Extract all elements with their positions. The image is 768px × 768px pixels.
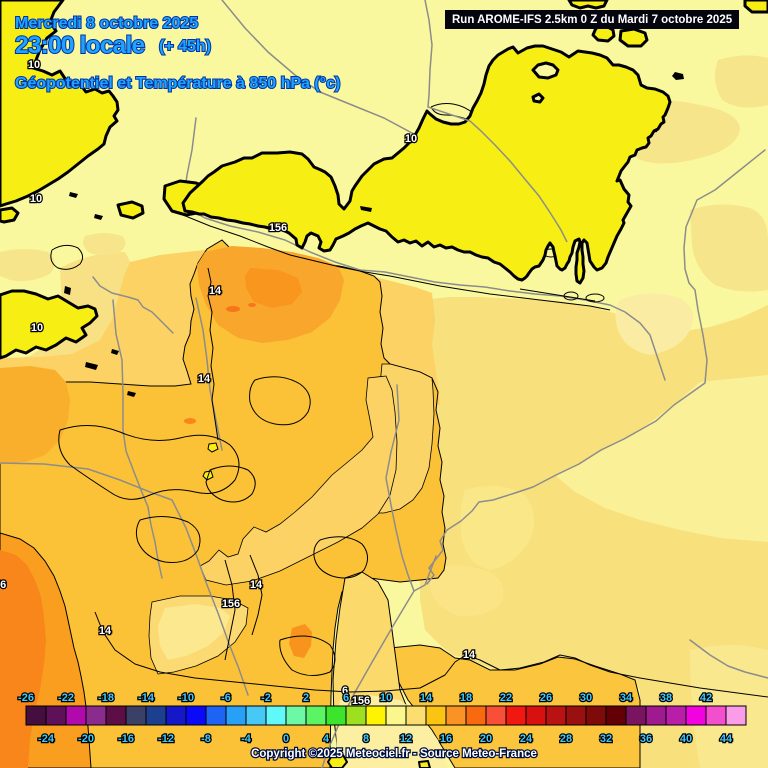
svg-text:14: 14 xyxy=(420,692,433,704)
svg-text:10: 10 xyxy=(30,193,42,205)
svg-text:6: 6 xyxy=(342,685,348,697)
svg-text:34: 34 xyxy=(620,692,633,704)
svg-text:(+ 45h): (+ 45h) xyxy=(159,38,211,55)
svg-text:-8: -8 xyxy=(201,733,211,745)
svg-text:14: 14 xyxy=(99,625,112,637)
svg-text:10: 10 xyxy=(405,133,417,145)
svg-text:-22: -22 xyxy=(58,692,74,704)
svg-text:14: 14 xyxy=(250,579,263,591)
svg-text:23:00 locale: 23:00 locale xyxy=(15,32,144,59)
svg-text:16: 16 xyxy=(440,733,452,745)
svg-text:44: 44 xyxy=(720,733,733,745)
svg-text:14: 14 xyxy=(198,373,211,385)
svg-text:42: 42 xyxy=(700,692,712,704)
svg-text:-2: -2 xyxy=(261,692,271,704)
svg-text:10: 10 xyxy=(28,59,40,71)
svg-text:28: 28 xyxy=(560,733,572,745)
svg-text:4: 4 xyxy=(323,733,330,745)
svg-text:14: 14 xyxy=(463,649,476,661)
svg-text:20: 20 xyxy=(480,733,492,745)
svg-text:32: 32 xyxy=(600,733,612,745)
svg-text:Géopotentiel et Température à: Géopotentiel et Température à 850 hPa (°… xyxy=(15,75,340,92)
svg-text:-14: -14 xyxy=(138,692,155,704)
svg-text:-6: -6 xyxy=(221,692,231,704)
svg-text:14: 14 xyxy=(209,285,222,297)
svg-text:-18: -18 xyxy=(98,692,114,704)
svg-text:0: 0 xyxy=(283,733,289,745)
svg-text:-24: -24 xyxy=(38,733,55,745)
svg-text:22: 22 xyxy=(500,692,512,704)
svg-text:12: 12 xyxy=(400,733,412,745)
svg-text:18: 18 xyxy=(460,692,472,704)
svg-text:38: 38 xyxy=(660,692,672,704)
svg-text:-26: -26 xyxy=(18,692,34,704)
svg-text:156: 156 xyxy=(269,222,287,234)
svg-text:Run AROME-IFS 2.5km 0 Z du Mar: Run AROME-IFS 2.5km 0 Z du Mardi 7 octob… xyxy=(452,14,733,26)
svg-text:6: 6 xyxy=(343,692,349,704)
svg-text:24: 24 xyxy=(520,733,533,745)
svg-text:Mercredi 8 octobre 2025: Mercredi 8 octobre 2025 xyxy=(15,15,198,32)
svg-text:10: 10 xyxy=(380,692,392,704)
svg-text:2: 2 xyxy=(303,692,309,704)
svg-text:-16: -16 xyxy=(118,733,134,745)
svg-text:-4: -4 xyxy=(241,733,252,745)
svg-text:36: 36 xyxy=(640,733,652,745)
svg-text:156: 156 xyxy=(0,579,6,591)
svg-text:10: 10 xyxy=(31,322,43,334)
svg-text:30: 30 xyxy=(580,692,592,704)
svg-text:Copyright ©2025 Meteociel.fr -: Copyright ©2025 Meteociel.fr - Source Me… xyxy=(251,748,537,760)
svg-text:156: 156 xyxy=(222,598,240,610)
svg-text:-10: -10 xyxy=(178,692,194,704)
svg-text:40: 40 xyxy=(680,733,692,745)
svg-text:8: 8 xyxy=(363,733,369,745)
svg-text:-20: -20 xyxy=(78,733,94,745)
svg-text:-12: -12 xyxy=(158,733,174,745)
svg-text:26: 26 xyxy=(540,692,552,704)
svg-text:156: 156 xyxy=(352,695,370,707)
